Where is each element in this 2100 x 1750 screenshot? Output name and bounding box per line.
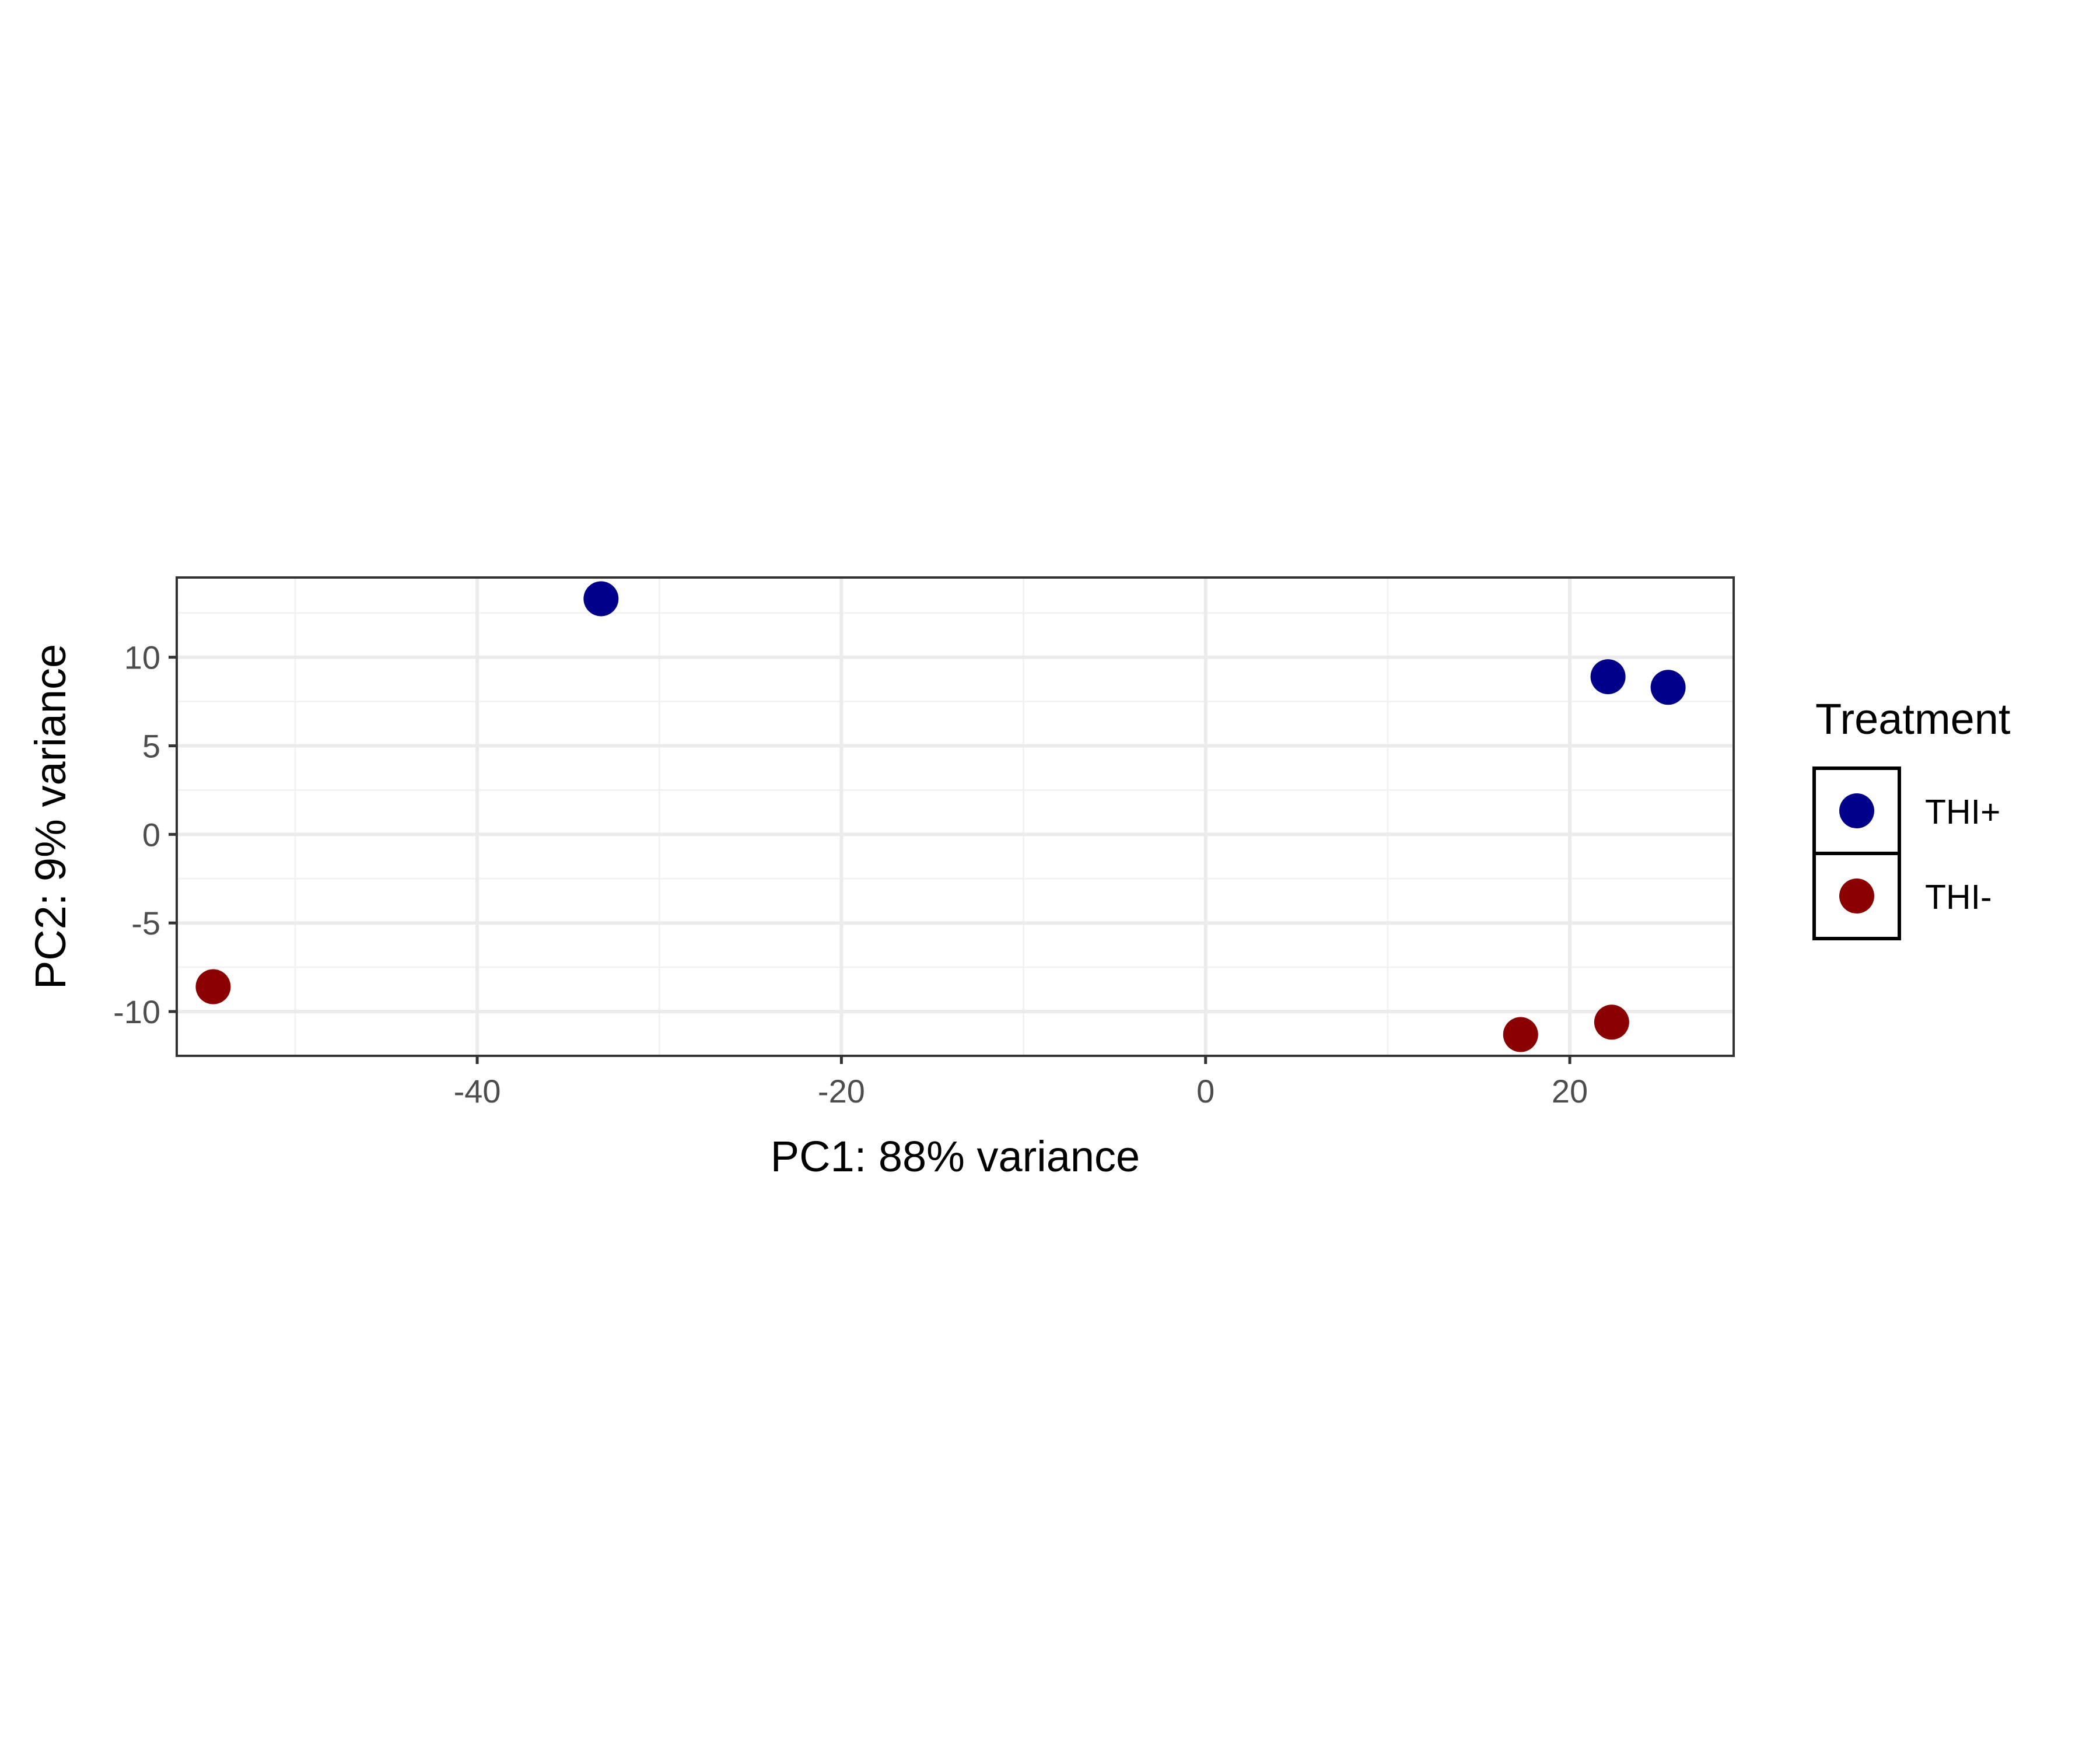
legend: Treatment THI+ THI- (1812, 695, 2011, 940)
point-thi-plus-2 (1590, 659, 1626, 695)
data-points (195, 581, 1686, 1052)
major-gridlines (177, 578, 1734, 1056)
y-axis-ticks: -10 -5 0 5 10 (113, 639, 177, 1030)
x-tick-label: 0 (1196, 1073, 1214, 1110)
point-thi-minus-2 (1503, 1017, 1538, 1052)
y-tick-label: 10 (124, 639, 160, 676)
plot-panel-border (176, 576, 1735, 1057)
point-thi-minus-1 (195, 969, 231, 1005)
x-tick-label: -20 (818, 1073, 865, 1110)
legend-dot-thi-minus (1839, 878, 1874, 914)
x-tick-label: 20 (1552, 1073, 1588, 1110)
point-thi-plus-3 (1650, 670, 1686, 705)
x-axis-ticks: -40 -20 0 20 (454, 1056, 1588, 1110)
y-tick-label: -5 (131, 905, 160, 942)
legend-title: Treatment (1815, 695, 2011, 743)
point-thi-minus-3 (1594, 1005, 1629, 1040)
legend-label-thi-plus: THI+ (1925, 793, 2001, 831)
y-axis-title: PC2: 9% variance (26, 644, 75, 989)
legend-label-thi-minus: THI- (1925, 878, 1992, 916)
y-tick-label: 0 (142, 816, 160, 853)
y-tick-label: -10 (113, 993, 160, 1030)
legend-dot-thi-plus (1839, 793, 1874, 828)
point-thi-plus-1 (583, 581, 619, 617)
x-axis-title: PC1: 88% variance (771, 1132, 1140, 1181)
y-tick-label: 5 (142, 728, 160, 765)
x-tick-label: -40 (454, 1073, 501, 1110)
